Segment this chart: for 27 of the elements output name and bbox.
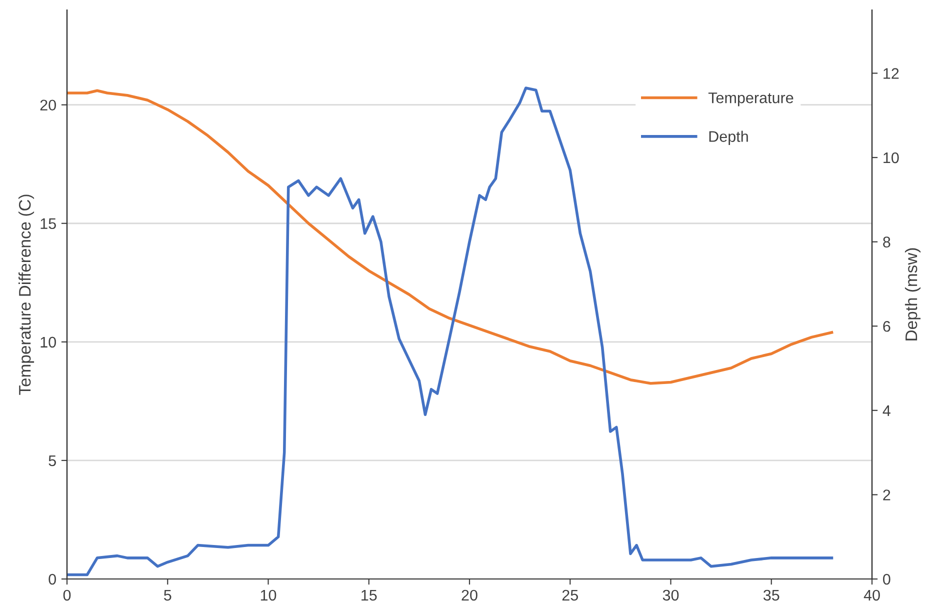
y-tick-label: 0 (48, 574, 56, 585)
line-series (67, 86, 834, 576)
x-tick-label: 0 (63, 590, 71, 601)
y2-tick-label: 12 (884, 68, 899, 79)
x-tick-label: 30 (662, 590, 679, 601)
line-series (67, 89, 834, 385)
x-tick-label: 40 (864, 590, 880, 601)
x-tick-label: 15 (362, 590, 377, 601)
y2-tick-label: 6 (883, 320, 890, 332)
y2-tick-label: 8 (883, 236, 890, 248)
x-tick-label: 25 (562, 590, 578, 601)
y-tick-label: 5 (48, 455, 56, 466)
legend-label: Temperature (708, 92, 794, 106)
y-tick-label: 15 (40, 218, 56, 230)
y-tick-label: 20 (40, 100, 56, 111)
x-tick-label: 10 (260, 590, 276, 601)
y2-axis-title: Depth (msw) (904, 248, 920, 340)
y2-tick-label: 2 (883, 490, 890, 500)
legend-label: Depth (709, 130, 748, 145)
x-tick-label: 20 (462, 590, 478, 601)
y-axis-title: Temperature Difference (C) (18, 194, 34, 395)
x-tick-label: 35 (763, 590, 780, 601)
y2-tick-label: 0 (883, 574, 890, 585)
y2-tick-label: 4 (882, 405, 890, 416)
x-tick-label: 5 (164, 590, 172, 601)
y-tick-label: 10 (40, 336, 56, 348)
y2-tick-label: 10 (884, 152, 899, 164)
